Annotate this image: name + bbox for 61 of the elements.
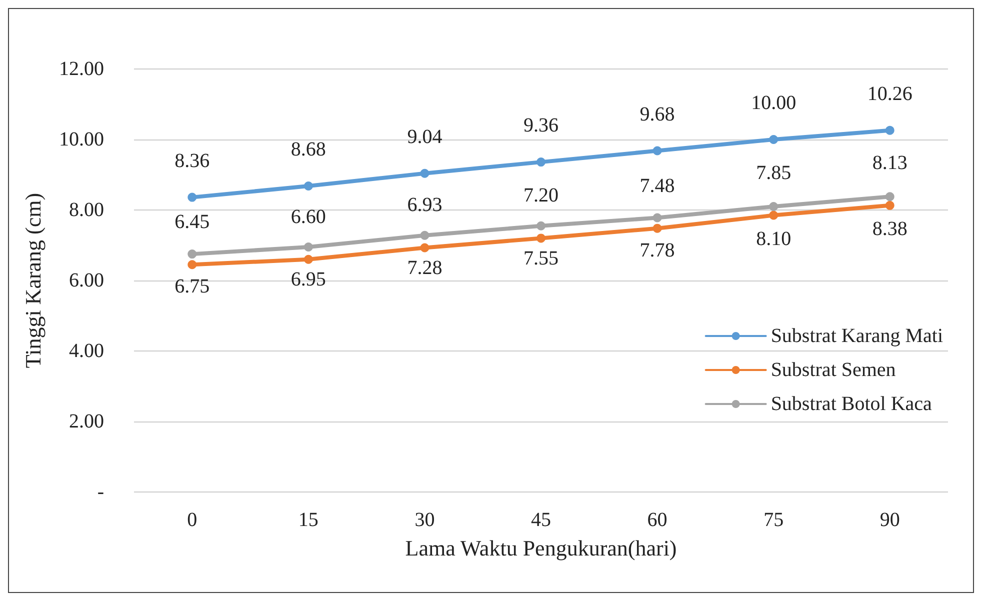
x-tick-label: 60 <box>647 509 668 531</box>
data-label: 9.04 <box>407 126 442 148</box>
x-tick-label: 45 <box>531 509 551 531</box>
data-label: 9.36 <box>524 114 558 137</box>
data-label: 6.95 <box>290 268 326 291</box>
y-tick-label: 4.00 <box>69 340 104 362</box>
point <box>188 260 197 270</box>
point <box>769 135 778 144</box>
x-tick-label: 30 <box>414 509 435 531</box>
point <box>420 168 430 178</box>
data-label: 6.60 <box>290 206 326 228</box>
data-label: 7.85 <box>756 162 792 184</box>
x-tick-label: 0 <box>187 509 198 531</box>
y-tick-label: 6.00 <box>69 270 104 292</box>
data-label: 7.28 <box>407 256 442 279</box>
legend-label: Substrat Semen <box>770 359 896 381</box>
data-label: 8.38 <box>872 218 908 240</box>
data-label: 7.48 <box>640 174 675 197</box>
point <box>769 210 778 220</box>
legend-label: Substrat Karang Mati <box>770 325 944 347</box>
data-label: 8.10 <box>756 228 792 250</box>
point <box>536 221 546 230</box>
data-label: 10.00 <box>751 92 796 114</box>
point <box>188 192 197 202</box>
data-label: 6.75 <box>174 276 210 298</box>
y-tick-label: 2.00 <box>69 410 104 432</box>
point <box>885 126 894 135</box>
data-label: 8.36 <box>174 150 210 172</box>
data-label: 9.68 <box>640 103 675 126</box>
data-label: 6.45 <box>174 211 210 234</box>
data-label: 8.13 <box>872 152 908 174</box>
x-tick-label: 75 <box>764 509 784 531</box>
point <box>652 146 662 156</box>
y-tick-label: 10.00 <box>59 128 104 150</box>
point <box>304 182 313 191</box>
y-axis-title: Tinggi Karang (cm) <box>20 192 46 368</box>
point <box>536 234 546 243</box>
point <box>885 192 894 202</box>
x-tick-label: 15 <box>298 509 318 531</box>
point <box>304 242 313 252</box>
point <box>769 202 778 211</box>
data-label: 7.55 <box>524 247 558 270</box>
data-label: 10.26 <box>867 82 912 105</box>
x-axis-title: Lama Waktu Pengukuran(hari) <box>405 536 677 560</box>
point <box>420 230 430 240</box>
y-tick-label: - <box>97 481 104 503</box>
legend-label: Substrat Botol Kaca <box>770 393 932 415</box>
point <box>536 158 546 167</box>
point <box>420 243 430 252</box>
point <box>304 254 313 264</box>
y-tick-label: 8.00 <box>69 199 104 221</box>
data-label: 7.78 <box>640 239 675 262</box>
x-tick-label: 90 <box>880 509 900 531</box>
data-label: 6.93 <box>407 194 442 216</box>
data-label: 8.68 <box>290 138 326 161</box>
y-tick-label: 12.00 <box>59 58 104 80</box>
point <box>188 250 197 259</box>
point <box>885 200 894 210</box>
data-label: 7.20 <box>524 184 558 207</box>
point <box>652 224 662 233</box>
point <box>652 213 662 222</box>
